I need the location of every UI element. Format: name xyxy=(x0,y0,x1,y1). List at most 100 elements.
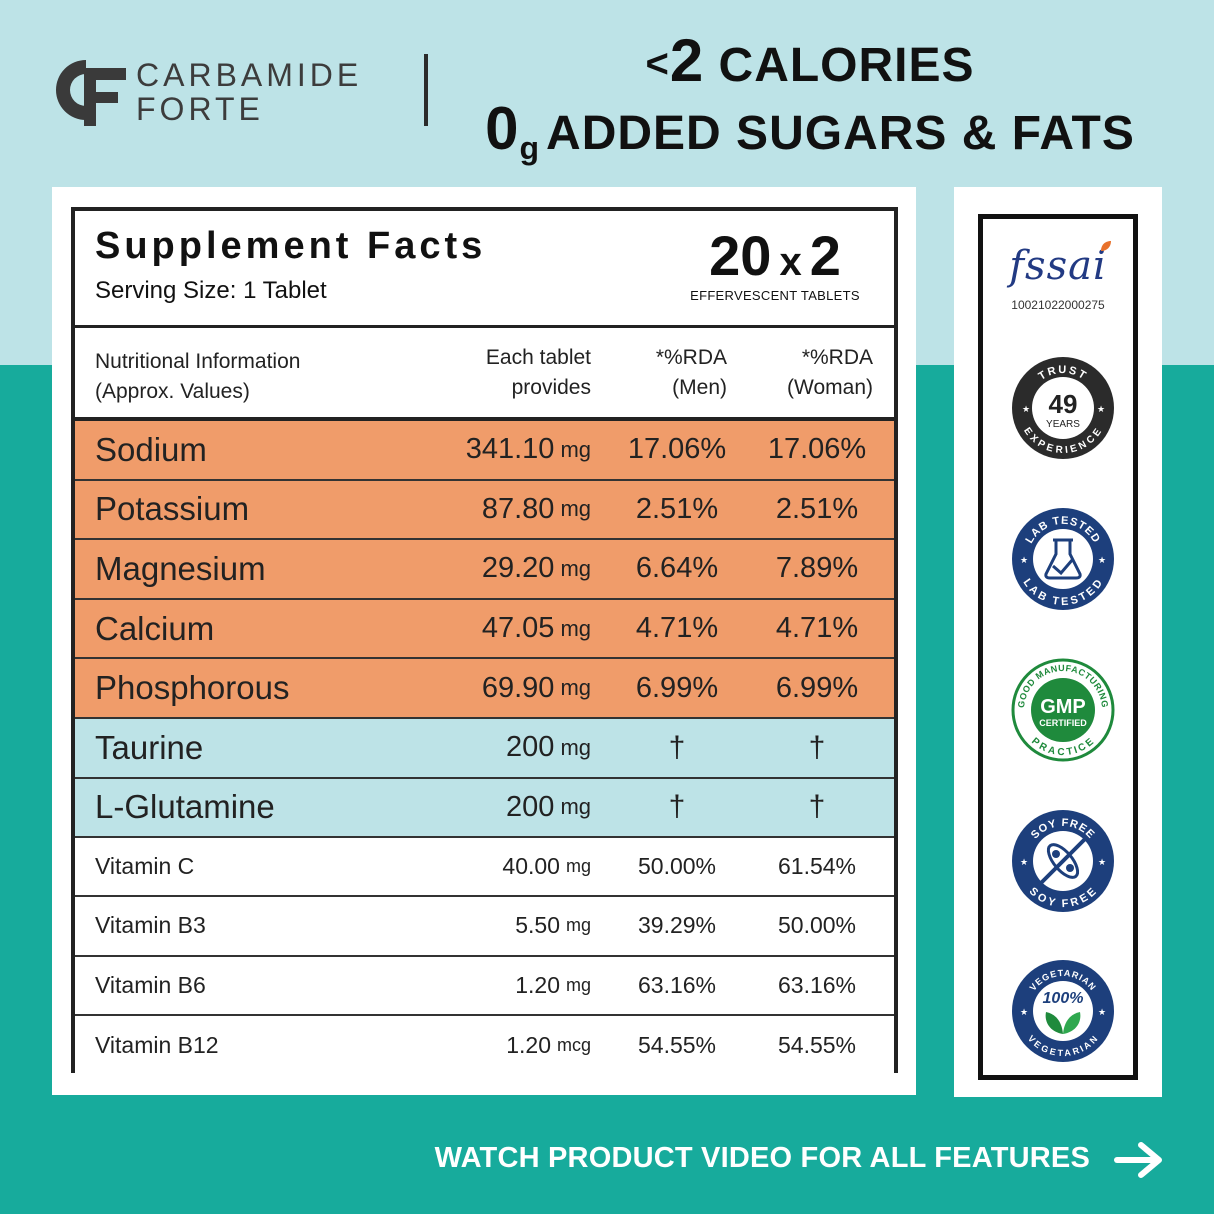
col-header-name-line-1: Nutritional Information xyxy=(95,350,301,373)
trust-experience-badge-icon: TRUST EXPERIENCE 49 YEARS ★ ★ xyxy=(1012,357,1114,459)
amount-value: 1.20 xyxy=(515,971,560,998)
facts-header: Supplement Facts Serving Size: 1 Tablet … xyxy=(75,211,894,328)
sugar-unit: g xyxy=(519,130,541,166)
table-row: Magnesium 29.20 mg 6.64% 7.89% xyxy=(75,540,894,600)
nutrient-name: Vitamin C xyxy=(95,853,195,880)
sugar-text: ADDED SUGARS & FATS xyxy=(546,107,1135,160)
amount-unit: mg xyxy=(560,675,591,701)
amount-unit: mg xyxy=(560,734,591,760)
sugar-number: 0 xyxy=(485,95,520,162)
svg-text:★: ★ xyxy=(1098,857,1106,867)
rda-men: 54.55% xyxy=(637,1031,716,1058)
rda-men: 50.00% xyxy=(637,853,716,880)
watch-video-link[interactable]: WATCH PRODUCT VIDEO FOR ALL FEATURES xyxy=(434,1142,1090,1174)
table-row: Taurine 200 mg † † xyxy=(75,718,894,779)
nutrient-name: L-Glutamine xyxy=(95,788,275,826)
headline-sugars: 0g ADDED SUGARS & FATS xyxy=(440,96,1180,181)
table-row: L-Glutamine 200 mg † † xyxy=(75,778,894,839)
lab-tested-badge-icon: LAB TESTED LAB TESTED ★ ★ xyxy=(1012,508,1114,610)
nutrient-name: Potassium xyxy=(95,490,250,528)
svg-text:★: ★ xyxy=(1098,1007,1106,1017)
rda-woman: 6.99% xyxy=(775,671,859,704)
brand-name: CARBAMIDE FORTE xyxy=(136,58,362,126)
table-row: Sodium 341.10 mg 17.06% 17.06% xyxy=(75,421,894,481)
nutrient-amount: 200 mg xyxy=(395,719,591,777)
brand-line-1: CARBAMIDE xyxy=(136,57,363,93)
rda-men: 2.51% xyxy=(635,492,719,525)
nutrient-amount: 1.20 mg xyxy=(395,957,591,1014)
amount-value: 341.10 xyxy=(465,433,555,466)
nutrient-amount: 40.00 mg xyxy=(395,838,591,895)
amount-value: 40.00 xyxy=(502,853,560,880)
col-header-each: Each tablet provides xyxy=(455,343,591,403)
gmp-sub-text: CERTIFIED xyxy=(1039,718,1087,728)
arrow-right-icon[interactable] xyxy=(1113,1140,1165,1180)
col-header-name-line-2: (Approx. Values) xyxy=(95,380,250,403)
calorie-text: CALORIES xyxy=(704,39,975,92)
nutrient-amount: 5.50 mg xyxy=(395,897,591,954)
rda-men: 39.29% xyxy=(637,912,716,939)
nutrient-name: Magnesium xyxy=(95,549,266,587)
col-header-woman: *%RDA (Woman) xyxy=(765,343,873,403)
nutrient-amount: 1.20 mcg xyxy=(395,1016,591,1075)
amount-value: 87.80 xyxy=(481,492,555,525)
amount-unit: mcg xyxy=(556,1034,591,1055)
rda-woman: 63.16% xyxy=(777,971,856,998)
amount-value: 69.90 xyxy=(481,671,555,704)
certification-badges: fssai 10021022000275 TRUST EXPERIENCE 49… xyxy=(978,214,1138,1080)
table-row: Vitamin B6 1.20 mg 63.16% 63.16% xyxy=(75,956,894,1016)
nutrient-name: Sodium xyxy=(95,430,207,468)
col-header-men: *%RDA (Men) xyxy=(635,343,727,403)
rda-woman: 4.71% xyxy=(775,612,859,645)
nutrient-name: Phosphorous xyxy=(95,669,290,707)
table-row: Vitamin C 40.00 mg 50.00% 61.54% xyxy=(75,838,894,898)
rda-men: 17.06% xyxy=(627,433,727,466)
pack-label: EFFERVESCENT TABLETS xyxy=(690,288,860,303)
column-headers: Nutritional Information (Approx. Values)… xyxy=(75,329,894,421)
less-than-sign: < xyxy=(645,42,670,86)
nutrient-amount: 69.90 mg xyxy=(395,659,591,717)
rda-men: 63.16% xyxy=(637,971,716,998)
svg-text:★: ★ xyxy=(1020,857,1028,867)
rda-men: † xyxy=(668,790,686,824)
amount-value: 1.20 xyxy=(506,1031,551,1058)
carbamide-forte-logo-icon xyxy=(56,60,126,126)
nutrient-name: Taurine xyxy=(95,728,204,766)
rda-men: 6.99% xyxy=(635,671,719,704)
amount-unit: mg xyxy=(565,915,591,936)
brand-line-2: FORTE xyxy=(136,91,264,127)
col-header-each-line-1: Each tablet xyxy=(485,346,591,369)
nutrient-amount: 29.20 mg xyxy=(395,540,591,598)
table-row: Vitamin B3 5.50 mg 39.29% 50.00% xyxy=(75,897,894,957)
rda-men: 6.64% xyxy=(635,552,719,585)
nutrient-name: Vitamin B3 xyxy=(95,912,206,939)
serving-size: Serving Size: 1 Tablet xyxy=(95,277,327,304)
trust-number: 49 xyxy=(1049,389,1078,419)
table-row: Phosphorous 69.90 mg 6.99% 6.99% xyxy=(75,659,894,719)
gmp-main-text: GMP xyxy=(1040,696,1086,718)
svg-text:★: ★ xyxy=(1097,404,1105,414)
amount-value: 200 xyxy=(506,731,555,764)
rda-woman: 54.55% xyxy=(777,1031,856,1058)
col-header-each-line-2: provides xyxy=(511,376,591,399)
supplement-facts-table: Supplement Facts Serving Size: 1 Tablet … xyxy=(71,207,898,1075)
svg-text:★: ★ xyxy=(1022,404,1030,414)
amount-unit: mg xyxy=(560,436,591,462)
amount-value: 5.50 xyxy=(515,912,560,939)
nutrient-name: Vitamin B6 xyxy=(95,971,206,998)
amount-value: 200 xyxy=(506,790,555,823)
amount-unit: mg xyxy=(560,555,591,581)
leaf-icon xyxy=(1101,241,1111,251)
nutrient-amount: 47.05 mg xyxy=(395,600,591,658)
headline-calories: <2 CALORIES xyxy=(440,30,1180,97)
col-header-name: Nutritional Information (Approx. Values) xyxy=(95,347,300,407)
header-divider xyxy=(424,54,428,126)
rda-woman: † xyxy=(808,790,826,824)
amount-unit: mg xyxy=(560,615,591,641)
amount-unit: mg xyxy=(560,794,591,820)
fssai-logo-icon: fssai xyxy=(1009,243,1107,289)
col-header-men-line-1: *%RDA xyxy=(655,346,727,369)
nutrient-name: Vitamin B12 xyxy=(95,1031,219,1058)
rda-woman: 7.89% xyxy=(775,552,859,585)
col-header-woman-line-2: (Woman) xyxy=(787,376,873,399)
